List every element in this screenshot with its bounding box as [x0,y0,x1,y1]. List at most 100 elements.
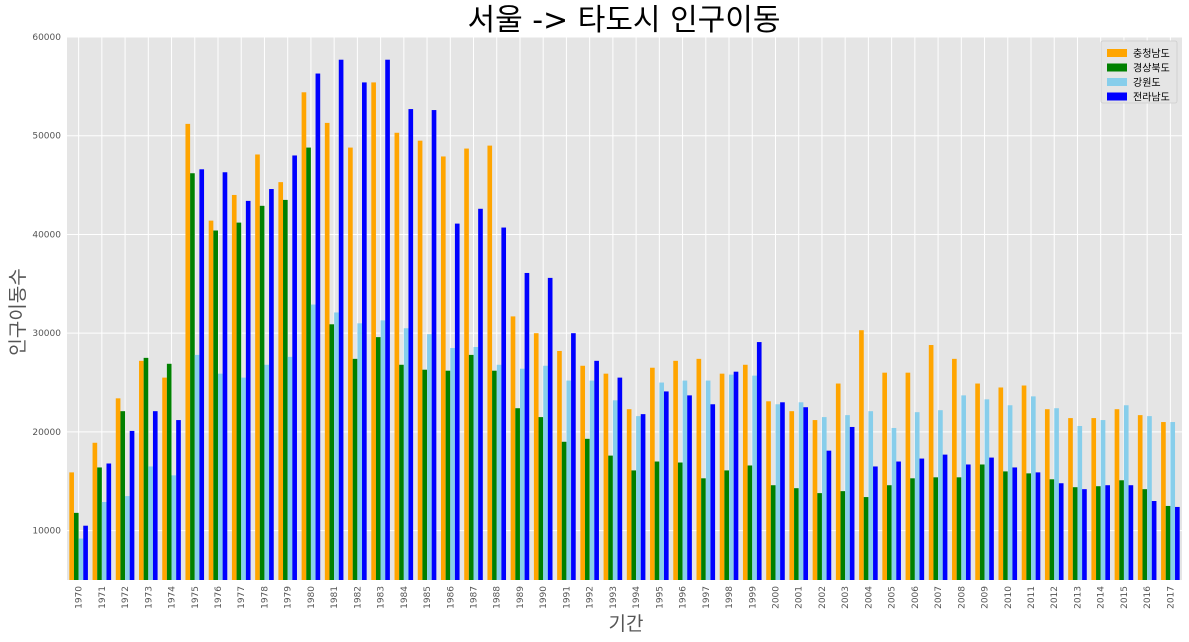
bar [640,414,646,580]
bar [357,323,363,580]
bar [222,172,228,581]
bar [334,312,339,580]
bar [231,194,237,581]
bar [115,398,121,580]
bar [422,369,428,580]
bar [533,333,539,580]
x-tick-label: 2017 [1166,586,1176,609]
bar [933,477,939,580]
bar [283,199,288,580]
bar [794,488,799,580]
x-tick-label: 1982 [353,586,363,609]
bar [324,122,330,580]
x-tick-label: 1992 [586,586,596,609]
bar [798,402,804,580]
bar [301,92,307,581]
x-tick-label: 1991 [562,586,572,609]
bar [1072,487,1078,580]
bar [1161,422,1166,580]
bar [1054,408,1059,580]
x-tick-label: 1978 [260,586,270,609]
bar [427,334,432,580]
bar [891,427,897,580]
bar [835,383,841,580]
x-tick-label: 1972 [121,586,131,609]
bar [780,402,785,580]
bar [886,485,892,580]
bar [636,416,641,580]
bar [896,461,901,580]
x-tick-label: 1984 [400,586,410,609]
bar [724,470,730,580]
x-tick-label: 2015 [1120,586,1130,609]
bar [348,147,353,581]
bar [264,364,270,580]
bar [519,368,525,580]
bar [956,477,962,580]
bar [1077,425,1083,580]
bar [1128,485,1134,580]
y-tick-label: 30000 [32,329,61,339]
x-tick-label: 1974 [168,586,178,609]
bar [97,467,102,580]
x-tick-label: 2013 [1073,586,1083,609]
bar [965,464,971,580]
bar [803,407,809,580]
bar [190,173,195,580]
bar [403,328,409,580]
x-tick-label: 2011 [1027,586,1037,609]
bar [417,140,423,580]
bar [399,364,404,580]
y-tick-label: 20000 [32,428,61,438]
bar [1165,505,1171,580]
bar [840,491,846,580]
bar [766,401,771,580]
bar [101,502,107,580]
bar [705,380,711,580]
bar [650,367,655,580]
x-tick-label: 2007 [934,586,944,609]
bar [626,409,632,580]
x-tick-label: 1971 [98,586,108,609]
bar [775,404,781,580]
bar [654,461,660,580]
bar [236,222,242,580]
bar [1068,418,1073,580]
bar [278,182,284,580]
bar [919,458,925,580]
plot-area [67,37,1182,580]
bar [208,220,214,580]
bar [1105,485,1110,580]
bar [371,82,376,580]
bar [120,411,126,580]
bar [589,380,595,580]
bar [1175,506,1180,580]
bar [673,360,678,580]
legend-swatch [1107,92,1127,101]
bar [292,155,297,581]
x-tick-label: 1986 [446,586,456,609]
bar [696,358,702,580]
x-tick-label: 1996 [679,586,689,609]
bar [315,73,321,581]
x-tick-label: 1983 [377,586,387,609]
bar [1147,416,1152,580]
bar [385,59,390,580]
bar [557,350,562,580]
bar [659,382,664,580]
bar [176,420,181,580]
bar [162,377,167,580]
bar [185,123,191,580]
bar [166,363,172,580]
legend-label: 충청남도 [1133,48,1170,60]
bar [362,82,367,580]
bar [1151,501,1157,580]
bar [125,496,130,580]
bar [594,360,599,580]
bar [259,205,265,580]
bar [998,387,1004,580]
bar [478,208,483,580]
bar [677,462,683,580]
